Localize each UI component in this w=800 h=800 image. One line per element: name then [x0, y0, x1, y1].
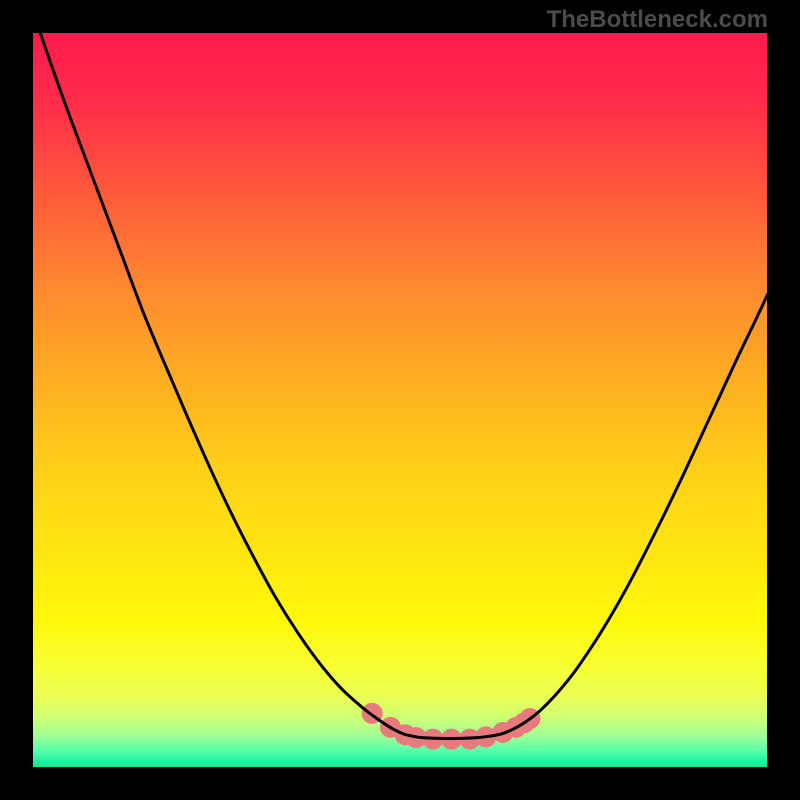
- chart-frame: TheBottleneck.com: [0, 0, 800, 800]
- gradient-background: [33, 33, 767, 767]
- plot-area: [33, 33, 767, 767]
- watermark-text: TheBottleneck.com: [547, 6, 768, 34]
- chart-svg: [33, 33, 767, 767]
